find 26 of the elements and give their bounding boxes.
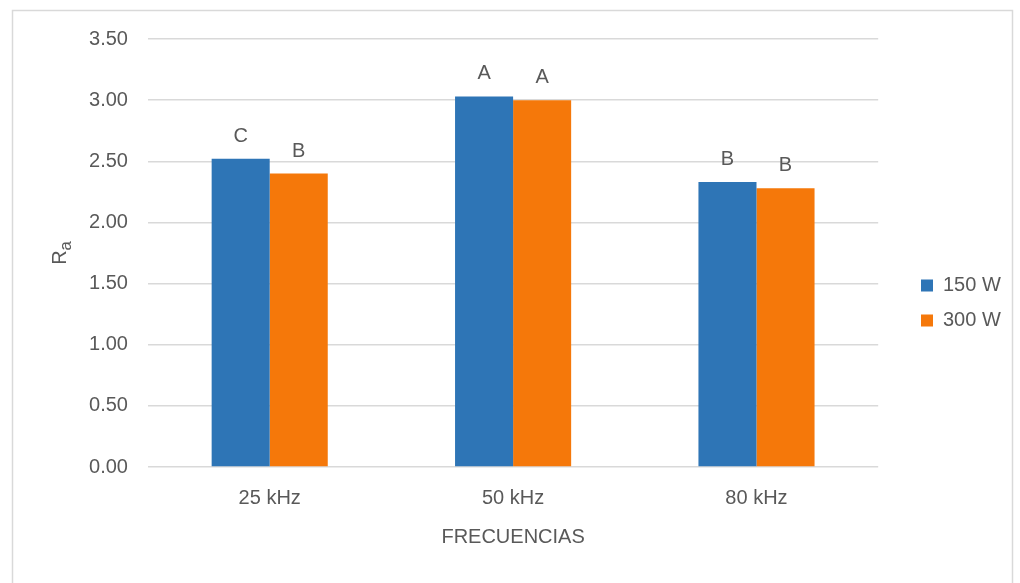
x-tick-label: 25 kHz bbox=[238, 485, 301, 508]
legend-label: 150 W bbox=[943, 273, 1001, 296]
data-label: C bbox=[233, 123, 248, 146]
y-tick-label: 1.50 bbox=[89, 271, 128, 294]
y-tick-label: 3.00 bbox=[89, 87, 128, 110]
x-tick-label: 50 kHz bbox=[481, 485, 545, 508]
data-label: B bbox=[778, 153, 793, 176]
data-label: B bbox=[292, 138, 306, 161]
bar bbox=[513, 100, 572, 467]
y-tick-label: 1.00 bbox=[89, 332, 128, 355]
bar bbox=[698, 182, 757, 467]
data-label: A bbox=[535, 65, 550, 88]
legend-label: 300 W bbox=[943, 308, 1001, 331]
bar bbox=[756, 188, 815, 467]
y-tick-label: 2.00 bbox=[89, 209, 128, 232]
y-tick-label: 0.00 bbox=[89, 454, 128, 477]
data-label: A bbox=[477, 61, 492, 84]
x-tick-label: 80 kHz bbox=[725, 485, 788, 508]
y-tick-label: 2.50 bbox=[89, 148, 128, 171]
y-tick-label: 3.50 bbox=[89, 26, 128, 49]
bar bbox=[455, 96, 514, 467]
bar bbox=[211, 158, 270, 467]
y-tick-label: 0.50 bbox=[89, 393, 128, 416]
data-label: B bbox=[720, 147, 735, 170]
bar bbox=[269, 173, 328, 467]
x-axis-title: FRECUENCIAS bbox=[441, 524, 585, 547]
